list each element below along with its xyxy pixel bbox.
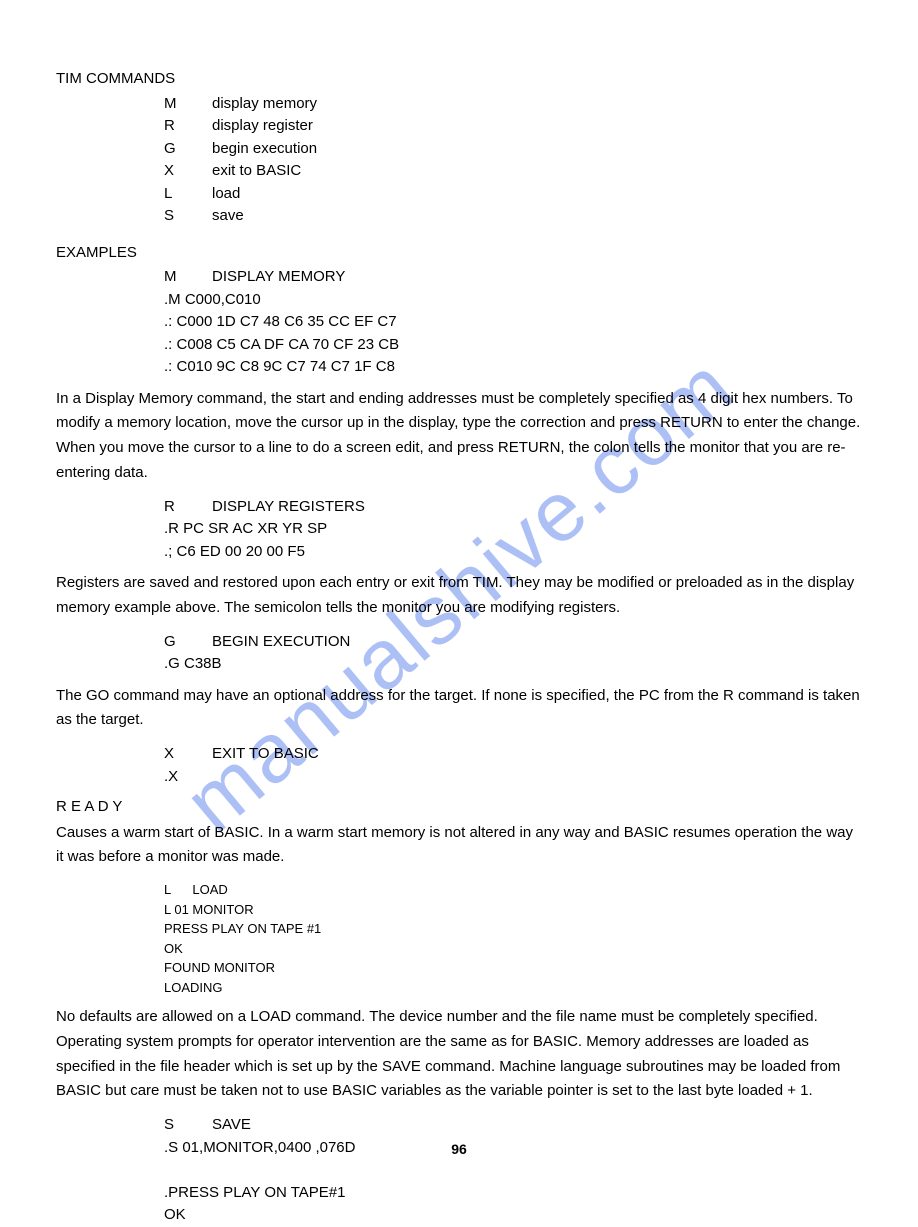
example-line: .S 01,MONITOR,0400 ,076D — [164, 1137, 862, 1160]
example-line: PRESS PLAY ON TAPE #1 — [164, 919, 862, 939]
example-line: FOUND MONITOR — [164, 958, 862, 978]
cmd-row: Xexit to BASIC — [164, 160, 862, 183]
paragraph-l: No defaults are allowed on a LOAD comman… — [56, 1005, 862, 1104]
example-s-block: SSAVE .S 01,MONITOR,0400 ,076D .PRESS PL… — [164, 1114, 862, 1227]
example-line: L 01 MONITOR — [164, 900, 862, 920]
example-desc: SAVE — [212, 1114, 251, 1137]
ready-heading: R E A D Y — [56, 796, 862, 819]
example-key: G — [164, 631, 212, 654]
cmd-key: X — [164, 160, 212, 183]
example-key: X — [164, 743, 212, 766]
cmd-row: Lload — [164, 183, 862, 206]
example-line: OK — [164, 939, 862, 959]
example-line: .: C010 9C C8 9C C7 74 C7 1F C8 — [164, 356, 862, 379]
cmd-desc: save — [212, 205, 244, 228]
cmd-row: Rdisplay register — [164, 115, 862, 138]
cmd-key: L — [164, 183, 212, 206]
example-m-block: MDISPLAY MEMORY .M C000,C010 .: C000 1D … — [164, 266, 862, 379]
example-r-block: RDISPLAY REGISTERS .R PC SR AC XR YR SP … — [164, 496, 862, 564]
example-line: .G C38B — [164, 653, 862, 676]
cmd-key: G — [164, 138, 212, 161]
paragraph-r: Registers are saved and restored upon ea… — [56, 571, 862, 621]
example-desc: EXIT TO BASIC — [212, 743, 319, 766]
cmd-row: Gbegin execution — [164, 138, 862, 161]
cmd-row: Mdisplay memory — [164, 93, 862, 116]
example-line: .M C000,C010 — [164, 289, 862, 312]
example-g-block: GBEGIN EXECUTION .G C38B — [164, 631, 862, 676]
example-x-block: XEXIT TO BASIC .X — [164, 743, 862, 788]
cmd-key: M — [164, 93, 212, 116]
command-list: Mdisplay memory Rdisplay register Gbegin… — [164, 93, 862, 228]
example-line: .: C008 C5 CA DF CA 70 CF 23 CB — [164, 334, 862, 357]
example-desc: DISPLAY MEMORY — [212, 266, 345, 289]
cmd-desc: load — [212, 183, 240, 206]
examples-heading: EXAMPLES — [56, 242, 862, 265]
example-line: .PRESS PLAY ON TAPE#1 — [164, 1182, 862, 1205]
example-line — [164, 1159, 862, 1182]
cmd-desc: display register — [212, 115, 313, 138]
example-header: L LOAD — [164, 880, 862, 900]
cmd-desc: display memory — [212, 93, 317, 116]
example-line: .R PC SR AC XR YR SP — [164, 518, 862, 541]
cmd-key: S — [164, 205, 212, 228]
cmd-desc: begin execution — [212, 138, 317, 161]
example-key: M — [164, 266, 212, 289]
cmd-row: Ssave — [164, 205, 862, 228]
example-line: OK — [164, 1204, 862, 1227]
paragraph-ready: Causes a warm start of BASIC. In a warm … — [56, 821, 862, 871]
tim-commands-heading: TIM COMMANDS — [56, 68, 862, 91]
example-desc: DISPLAY REGISTERS — [212, 496, 365, 519]
example-key: R — [164, 496, 212, 519]
cmd-desc: exit to BASIC — [212, 160, 301, 183]
example-line: .; C6 ED 00 20 00 F5 — [164, 541, 862, 564]
paragraph-g: The GO command may have an optional addr… — [56, 684, 862, 734]
cmd-key: R — [164, 115, 212, 138]
paragraph-m: In a Display Memory command, the start a… — [56, 387, 862, 486]
document-content: TIM COMMANDS Mdisplay memory Rdisplay re… — [56, 68, 862, 1227]
example-line: .: C000 1D C7 48 C6 35 CC EF C7 — [164, 311, 862, 334]
example-line: LOADING — [164, 978, 862, 998]
example-key: S — [164, 1114, 212, 1137]
example-desc: BEGIN EXECUTION — [212, 631, 350, 654]
example-l-block: L LOAD L 01 MONITOR PRESS PLAY ON TAPE #… — [164, 880, 862, 997]
example-line: .X — [164, 766, 862, 789]
